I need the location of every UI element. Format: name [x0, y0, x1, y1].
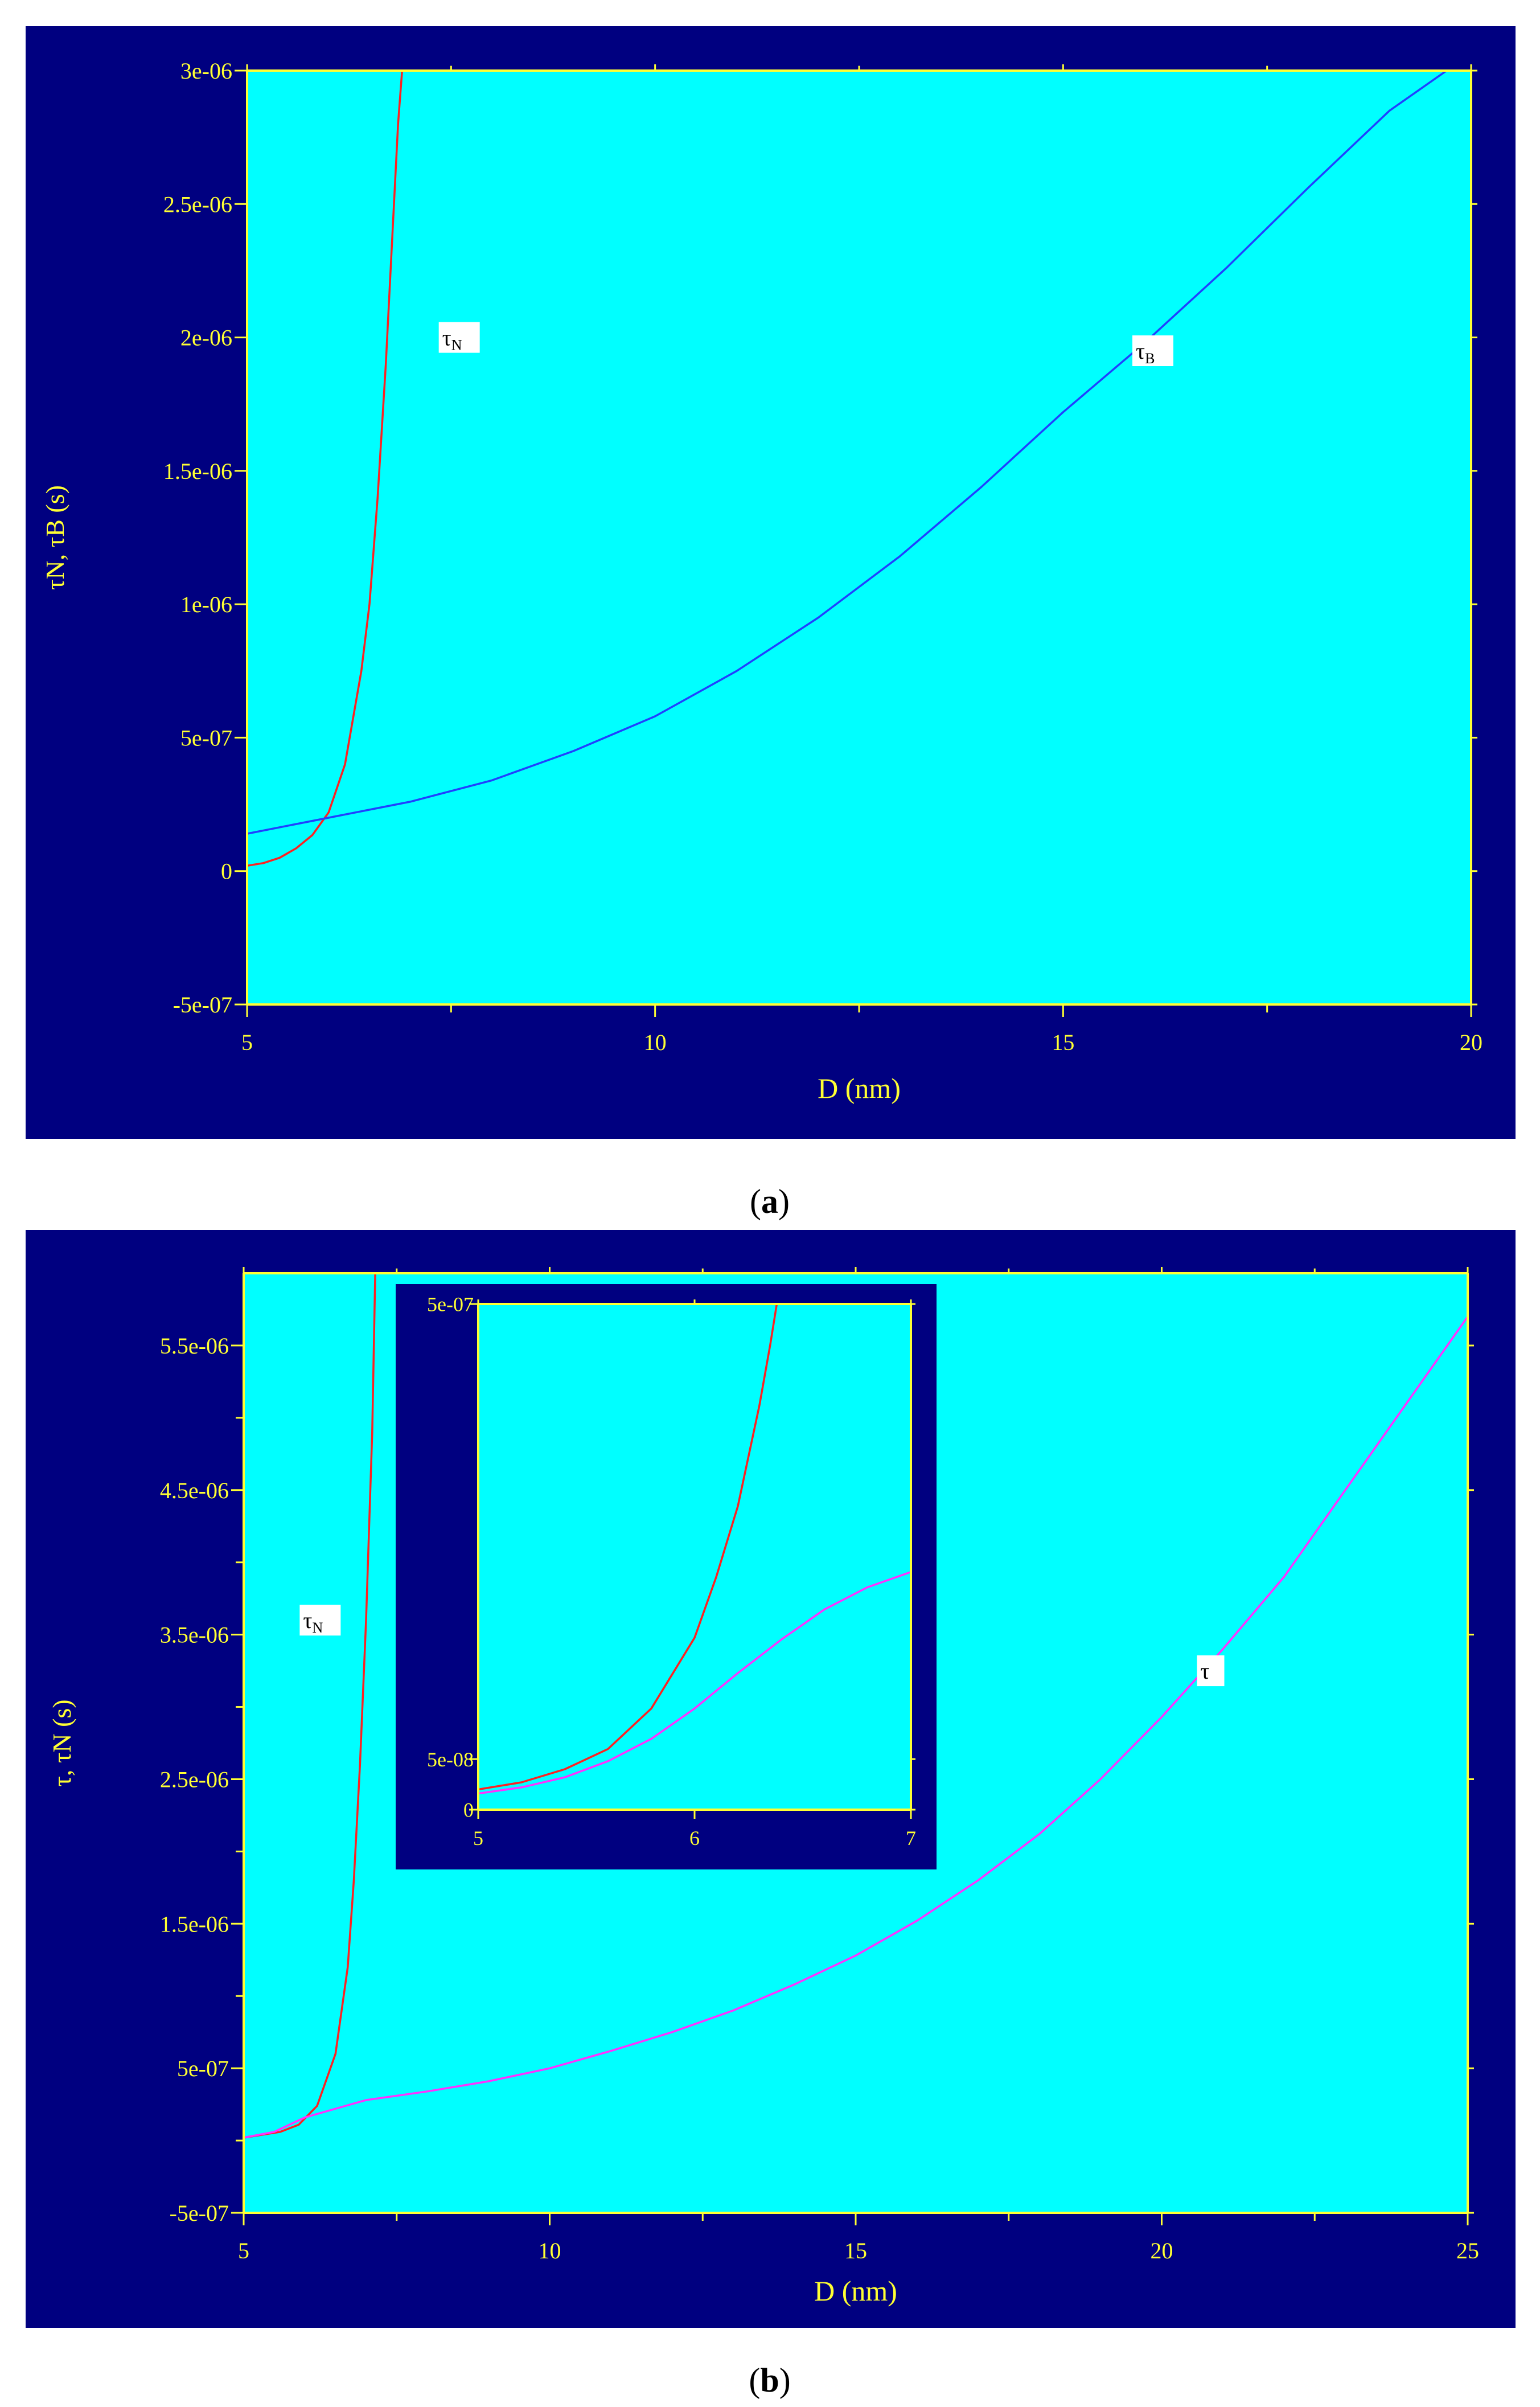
y-tick-label: -5e-07: [173, 992, 232, 1018]
y-tick-label: 2.5e-06: [160, 1766, 229, 1792]
curve-label-box: [1132, 335, 1173, 366]
y-tick-label: 4.5e-06: [160, 1478, 229, 1503]
curve-label-text: τN: [442, 325, 462, 354]
x-tick-label: 20: [1151, 2238, 1173, 2264]
x-tick-label: 7: [906, 1827, 916, 1850]
panel-b-ticks: 5 10 15 20 25 -5e-07 5e-07 1.5e-06 2.5e-06 3.5e-0…: [160, 1267, 1479, 2264]
series-line-zero-1: [243, 1316, 1469, 2139]
caption-a-letter: a: [761, 1183, 778, 1220]
y-tick-label: 1.5e-06: [160, 1911, 229, 1937]
panel-a-xlabel: D (nm): [818, 1072, 901, 1104]
panel-a: 5 10 15 20 -5e-07 0 5e-07 1e-06 1.5e-06 2e-06 2.5e…: [26, 26, 1516, 1139]
y-tick-label: 3.5e-06: [160, 1622, 229, 1648]
panel-a-curves: [247, 69, 1448, 867]
curve-label-box: [299, 1605, 341, 1636]
curve-label-text: τB: [1136, 338, 1155, 367]
y-tick-label: 1.5e-06: [163, 458, 232, 484]
curve-label-text: τN: [303, 1608, 323, 1636]
caption-b-close: ): [779, 2361, 791, 2399]
x-tick-label: 6: [689, 1827, 700, 1850]
curve-label-text: τ: [1201, 1658, 1210, 1684]
inset-plot-area: [478, 1304, 911, 1810]
inset-ticks: 5 6 7 0 5e-08 5e-07: [427, 1293, 916, 1850]
caption-a-close: ): [778, 1183, 790, 1220]
caption-a-open: (: [750, 1183, 761, 1220]
panel-b-xlabel: D (nm): [814, 2275, 897, 2307]
panel-b: 5 10 15 20 25 -5e-07 5e-07 1.5e-06 2.5e-06 3.5e-0…: [26, 1230, 1516, 2328]
x-tick-label: 15: [1052, 1030, 1074, 1055]
y-tick-label: 1e-06: [180, 592, 232, 617]
curve-label-box: [438, 322, 480, 353]
y-tick-label: 0: [463, 1799, 474, 1822]
caption-a: (a): [750, 1183, 790, 1220]
x-tick-label: 5: [241, 1030, 253, 1055]
x-tick-label: 10: [644, 1030, 667, 1055]
y-tick-label: 5e-07: [427, 1293, 474, 1316]
x-tick-label: 20: [1460, 1030, 1482, 1055]
y-tick-label: 5.5e-06: [160, 1333, 229, 1359]
curve-label-tau: τ: [1197, 1655, 1225, 1687]
y-tick-label: 3e-06: [180, 58, 232, 84]
curve-label-tau-n: τN: [299, 1605, 341, 1636]
x-tick-label: 5: [473, 1827, 483, 1850]
panel-b-inset: 5 6 7 0 5e-08 5e-07: [396, 1284, 937, 1869]
series-line-n-0: [478, 1303, 778, 1791]
caption-b: (b): [749, 2361, 790, 2399]
curve-label-tau-n: τN: [438, 322, 480, 354]
curve-label-tau-b: τB: [1132, 335, 1173, 367]
caption-b-open: (: [749, 2361, 760, 2399]
caption-b-letter: b: [760, 2361, 779, 2399]
x-tick-label: 10: [539, 2238, 561, 2264]
series-line-b-1: [247, 69, 1448, 835]
x-tick-label: 5: [238, 2238, 249, 2264]
y-tick-label: 2.5e-06: [163, 191, 232, 217]
y-tick-label: 5e-07: [180, 725, 232, 751]
x-tick-label: 15: [844, 2238, 867, 2264]
x-tick-label: 25: [1456, 2238, 1479, 2264]
y-tick-label: 2e-06: [180, 325, 232, 351]
y-tick-label: -5e-07: [170, 2200, 229, 2226]
series-line-zero-1: [478, 1571, 911, 1795]
panel-a-plot-area: [247, 71, 1471, 1004]
panel-b-curves: [243, 1273, 1469, 2139]
series-line-n-0: [243, 1273, 376, 2139]
panel-a-ylabel: τN, τB (s): [40, 485, 69, 590]
panel-b-annotations: τN τ: [299, 1605, 1225, 1687]
curve-label-box: [1197, 1655, 1225, 1687]
inset-curves: [478, 1303, 911, 1795]
panel-b-ylabel: τ, τN (s): [47, 1699, 76, 1786]
y-tick-label: 0: [221, 859, 232, 884]
series-line-n-0: [247, 70, 404, 867]
y-tick-label: 5e-07: [177, 2056, 229, 2081]
panel-a-ticks: 5 10 15 20 -5e-07 0 5e-07 1e-06 1.5e-06 2e-06 2.5e…: [163, 58, 1482, 1055]
y-tick-label: 5e-08: [427, 1748, 474, 1771]
panel-a-annotations: τN τB: [438, 322, 1173, 367]
